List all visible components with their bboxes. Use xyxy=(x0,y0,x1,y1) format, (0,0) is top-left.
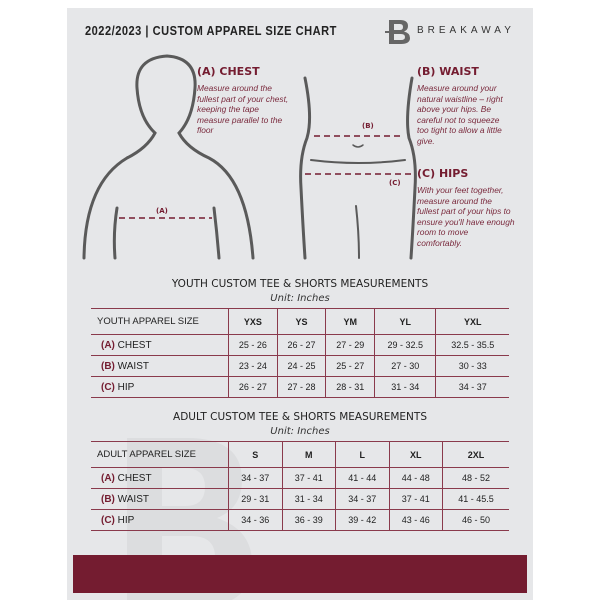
table-header-row: YOUTH APPAREL SIZE YXS YS YM YL YXL xyxy=(91,308,509,335)
cell: 32.5 - 35.5 xyxy=(435,334,509,356)
cell: 27 - 29 xyxy=(325,334,375,356)
cell: 34 - 37 xyxy=(228,467,283,489)
cell: 24 - 25 xyxy=(276,355,326,377)
cell: 44 - 48 xyxy=(388,467,443,489)
cell: 25 - 27 xyxy=(325,355,375,377)
cell: 31 - 34 xyxy=(281,488,336,510)
row-label: WAIST xyxy=(117,360,149,372)
row-code: (C) xyxy=(101,514,115,526)
cell: 43 - 46 xyxy=(388,509,443,531)
row-label: CHEST xyxy=(117,472,152,484)
header-cell: YXL xyxy=(435,308,509,335)
cell: 34 - 37 xyxy=(435,376,509,398)
hips-heading: (C) HIPS xyxy=(417,167,469,180)
cell: 37 - 41 xyxy=(281,467,336,489)
header-cell: S xyxy=(228,441,283,468)
waist-marker: (B) xyxy=(362,122,374,130)
row-label: WAIST xyxy=(117,493,149,505)
cell: 27 - 30 xyxy=(374,355,436,377)
header-cell: YS xyxy=(276,308,326,335)
row-code: (A) xyxy=(101,472,115,484)
cell: 34 - 37 xyxy=(335,488,390,510)
table-row: (C) HIP 26 - 27 27 - 28 28 - 31 31 - 34 … xyxy=(91,376,509,398)
chest-description: Measure around the fullest part of your … xyxy=(197,83,289,135)
page-title: 2022/2023 | CUSTOM APPAREL SIZE CHART xyxy=(85,23,337,38)
cell: 41 - 45.5 xyxy=(442,488,509,510)
cell: 29 - 32.5 xyxy=(374,334,436,356)
cell: 29 - 31 xyxy=(228,488,283,510)
header-cell: 2XL xyxy=(442,441,509,468)
table-row: (B) WAIST 23 - 24 24 - 25 25 - 27 27 - 3… xyxy=(91,355,509,377)
adult-size-table: ADULT APPAREL SIZE S M L XL 2XL (A) CHES… xyxy=(91,441,509,531)
table-row: (C) HIP 34 - 36 36 - 39 39 - 42 43 - 46 … xyxy=(91,509,509,531)
cell: 26 - 27 xyxy=(228,376,278,398)
cell: 25 - 26 xyxy=(228,334,278,356)
youth-section-title: YOUTH CUSTOM TEE & SHORTS MEASUREMENTS xyxy=(171,278,429,290)
cell: 36 - 39 xyxy=(281,509,336,531)
leg-inner xyxy=(355,205,360,259)
waist-description: Measure around your natural waistline – … xyxy=(417,83,503,146)
torso-right xyxy=(406,76,417,260)
header-cell: YOUTH APPAREL SIZE xyxy=(91,308,229,335)
youth-size-table: YOUTH APPAREL SIZE YXS YS YM YL YXL (A) … xyxy=(91,308,509,398)
brand-logo-icon xyxy=(385,20,410,44)
row-code: (C) xyxy=(101,381,115,393)
cell: 30 - 33 xyxy=(435,355,509,377)
torso-left xyxy=(299,76,312,260)
table-header-row: ADULT APPAREL SIZE S M L XL 2XL xyxy=(91,441,509,468)
cell: 48 - 52 xyxy=(442,467,509,489)
header-cell: YM xyxy=(325,308,375,335)
cell: 28 - 31 xyxy=(325,376,375,398)
adult-section-title: ADULT CUSTOM TEE & SHORTS MEASUREMENTS xyxy=(173,411,427,423)
cell: 34 - 36 xyxy=(228,509,283,531)
cell: 27 - 28 xyxy=(276,376,326,398)
brand-name: BREAKAWAY xyxy=(417,25,515,36)
header-cell: L xyxy=(335,441,390,468)
row-code: (B) xyxy=(101,493,115,505)
cell: 39 - 42 xyxy=(335,509,390,531)
cell: 41 - 44 xyxy=(335,467,390,489)
footer-bar xyxy=(73,555,527,593)
row-label: CHEST xyxy=(117,339,152,351)
header-cell: ADULT APPAREL SIZE xyxy=(91,441,229,468)
table-row: (A) CHEST 25 - 26 26 - 27 27 - 29 29 - 3… xyxy=(91,334,509,356)
header-cell: M xyxy=(281,441,336,468)
row-code: (B) xyxy=(101,360,115,372)
youth-unit: Unit: Inches xyxy=(270,293,330,304)
cell: 31 - 34 xyxy=(374,376,436,398)
row-label: HIP xyxy=(117,514,135,526)
cell: 46 - 50 xyxy=(442,509,509,531)
hips-description: With your feet together, measure around … xyxy=(417,185,515,248)
body-illustration xyxy=(82,54,417,260)
adult-unit: Unit: Inches xyxy=(270,426,330,437)
navel xyxy=(352,144,364,148)
right-arm xyxy=(212,206,221,260)
size-chart-panel: 2022/2023 | CUSTOM APPAREL SIZE CHART BR… xyxy=(67,8,533,600)
table-row: (B) WAIST 29 - 31 31 - 34 34 - 37 37 - 4… xyxy=(91,488,509,510)
chest-heading: (A) CHEST xyxy=(197,65,260,78)
cell: 23 - 24 xyxy=(228,355,278,377)
chest-marker: (A) xyxy=(156,207,168,215)
waist-heading: (B) WAIST xyxy=(417,65,479,78)
header-cell: YL xyxy=(374,308,436,335)
header-cell: YXS xyxy=(228,308,278,335)
cell: 37 - 41 xyxy=(388,488,443,510)
belt xyxy=(310,159,406,164)
hips-marker: (C) xyxy=(389,179,401,187)
left-arm xyxy=(112,206,119,260)
head-outline xyxy=(82,54,255,260)
header-cell: XL xyxy=(388,441,443,468)
row-label: HIP xyxy=(117,381,135,393)
row-code: (A) xyxy=(101,339,115,351)
table-row: (A) CHEST 34 - 37 37 - 41 41 - 44 44 - 4… xyxy=(91,467,509,489)
cell: 26 - 27 xyxy=(276,334,326,356)
